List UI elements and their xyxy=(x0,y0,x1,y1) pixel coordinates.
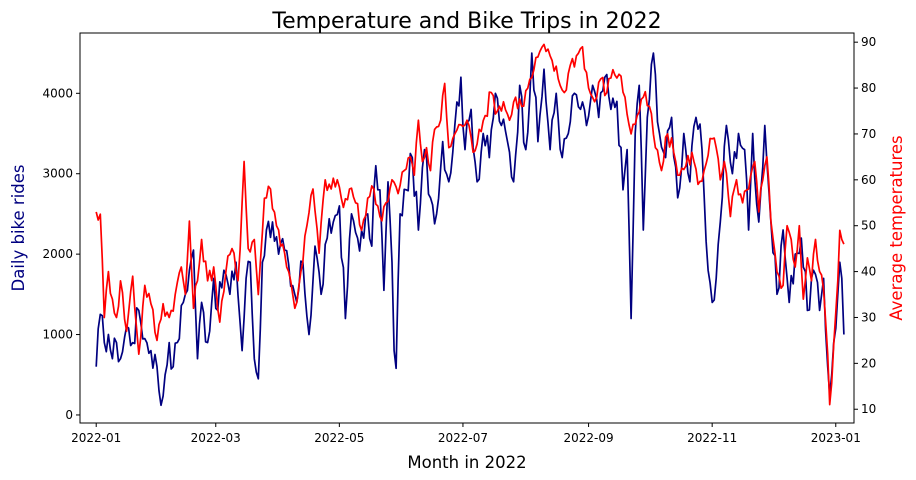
y-right-tick-label: 40 xyxy=(861,265,876,279)
x-tick-label: 2022-09 xyxy=(564,431,614,445)
y-axis-right: 10 20 30 40 50 60 70 80 90 xyxy=(854,35,876,416)
chart-title: Temperature and Bike Trips in 2022 xyxy=(271,9,661,34)
x-tick-label: 2022-07 xyxy=(438,431,488,445)
plot-frame xyxy=(79,32,855,424)
series-line-rides xyxy=(95,52,845,407)
x-tick-label: 2022-05 xyxy=(314,431,364,445)
y-left-tick-label: 2000 xyxy=(42,247,73,261)
y-right-tick-label: 20 xyxy=(861,356,876,370)
x-tick-label: 2022-11 xyxy=(687,431,737,445)
y-axis-right-title: Average temperatures xyxy=(887,135,906,320)
y-left-tick-label: 3000 xyxy=(42,167,73,181)
y-right-tick-label: 60 xyxy=(861,173,876,187)
y-left-tick-label: 1000 xyxy=(42,328,73,342)
y-right-tick-label: 30 xyxy=(861,310,876,324)
y-right-tick-label: 90 xyxy=(861,35,876,49)
y-axis-left: 0 1000 2000 3000 4000 xyxy=(42,86,80,422)
series-layer xyxy=(95,43,845,407)
y-right-tick-label: 10 xyxy=(861,402,876,416)
x-tick-label: 2022-01 xyxy=(71,431,121,445)
y-right-tick-label: 80 xyxy=(861,81,876,95)
y-left-tick-label: 0 xyxy=(65,408,73,422)
series-line-temperature xyxy=(95,43,845,406)
x-tick-label: 2023-01 xyxy=(811,431,861,445)
x-tick-label: 2022-03 xyxy=(191,431,241,445)
y-axis-left-title: Daily bike rides xyxy=(9,164,28,291)
y-left-tick-label: 4000 xyxy=(42,86,73,100)
x-axis-title: Month in 2022 xyxy=(407,453,526,472)
y-right-tick-label: 70 xyxy=(861,127,876,141)
x-axis: 2022-01 2022-03 2022-05 2022-07 2022-09 2022-… xyxy=(71,423,861,445)
y-right-tick-label: 50 xyxy=(861,219,876,233)
